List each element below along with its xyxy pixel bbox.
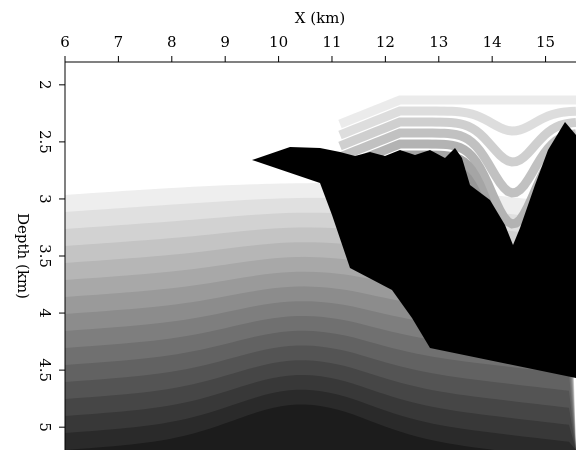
x-tick-label: 14 <box>483 33 502 51</box>
chart: X (km) Depth (km) 6 7 8 9 10 11 12 13 14 15 2 2.5 3 3… <box>0 0 576 450</box>
y-tick-label: 5 <box>36 422 54 432</box>
velocity-image <box>65 62 576 450</box>
x-tick-label: 7 <box>114 33 124 51</box>
y-axis-label: Depth (km) <box>14 213 32 299</box>
x-tick-label: 8 <box>167 33 177 51</box>
x-tick-label: 10 <box>269 33 288 51</box>
y-tick-label: 3 <box>36 194 54 204</box>
y-tick-label: 3.5 <box>36 244 54 268</box>
page: X (km) Depth (km) 6 7 8 9 10 11 12 13 14 15 2 2.5 3 3… <box>0 0 576 450</box>
x-axis-label: X (km) <box>295 9 345 27</box>
y-tick-label: 4 <box>36 308 54 318</box>
x-tick-label: 11 <box>322 33 341 51</box>
x-tick-label: 6 <box>60 33 70 51</box>
y-tick-label: 2.5 <box>36 130 54 154</box>
y-tick-label: 4.5 <box>36 358 54 382</box>
x-tick-label: 12 <box>376 33 395 51</box>
y-tick-label: 2 <box>36 80 54 90</box>
x-tick-label: 13 <box>429 33 448 51</box>
x-tick-label: 15 <box>536 33 555 51</box>
x-tick-label: 9 <box>220 33 230 51</box>
